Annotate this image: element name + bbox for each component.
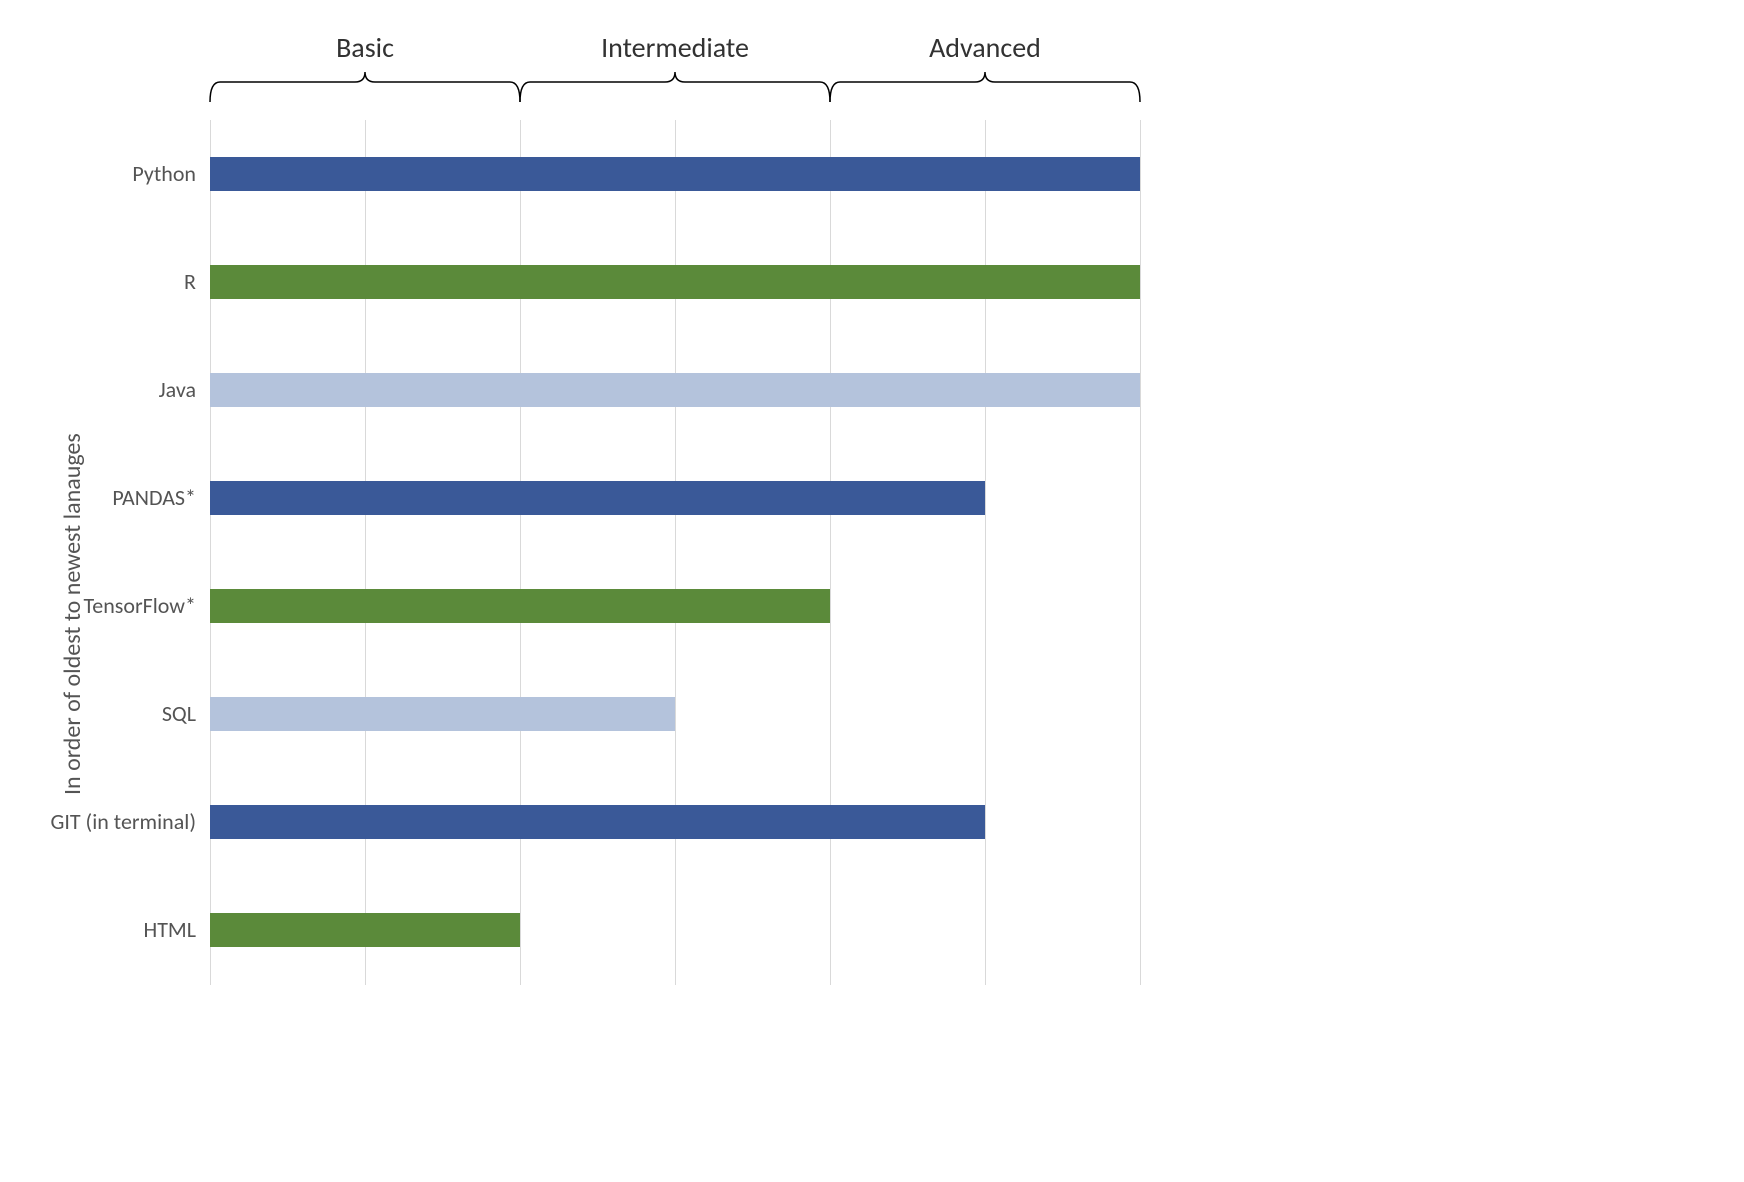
bar	[210, 481, 985, 515]
bar	[210, 589, 830, 623]
gridline	[210, 120, 211, 985]
bar-row	[210, 913, 1140, 947]
bar-row	[210, 805, 1140, 839]
row-label: SQL	[162, 700, 196, 727]
bar-row	[210, 589, 1140, 623]
bar-row	[210, 481, 1140, 515]
row-label: GIT (in terminal)	[50, 808, 196, 835]
bar-row	[210, 157, 1140, 191]
bar-row	[210, 265, 1140, 299]
row-label: Java	[159, 376, 196, 403]
gridline	[1140, 120, 1141, 985]
chart-container: In order of oldest to newest lanauges Ba…	[0, 0, 1744, 1182]
bar	[210, 265, 1140, 299]
bar-row	[210, 697, 1140, 731]
gridline	[365, 120, 366, 985]
gridline	[985, 120, 986, 985]
row-label: Python	[132, 160, 196, 187]
plot-area	[210, 120, 1140, 985]
gridline	[830, 120, 831, 985]
row-label: R	[184, 268, 196, 295]
gridline	[520, 120, 521, 985]
bar-row	[210, 373, 1140, 407]
bar	[210, 805, 985, 839]
row-label: HTML	[144, 916, 197, 943]
bar	[210, 373, 1140, 407]
row-label: PANDAS*	[112, 484, 196, 511]
level-bracket	[210, 72, 520, 102]
level-bracket	[520, 72, 830, 102]
row-label: TensorFlow*	[83, 592, 196, 619]
level-bracket	[830, 72, 1140, 102]
bar	[210, 697, 675, 731]
bar	[210, 157, 1140, 191]
gridline	[675, 120, 676, 985]
bar	[210, 913, 520, 947]
